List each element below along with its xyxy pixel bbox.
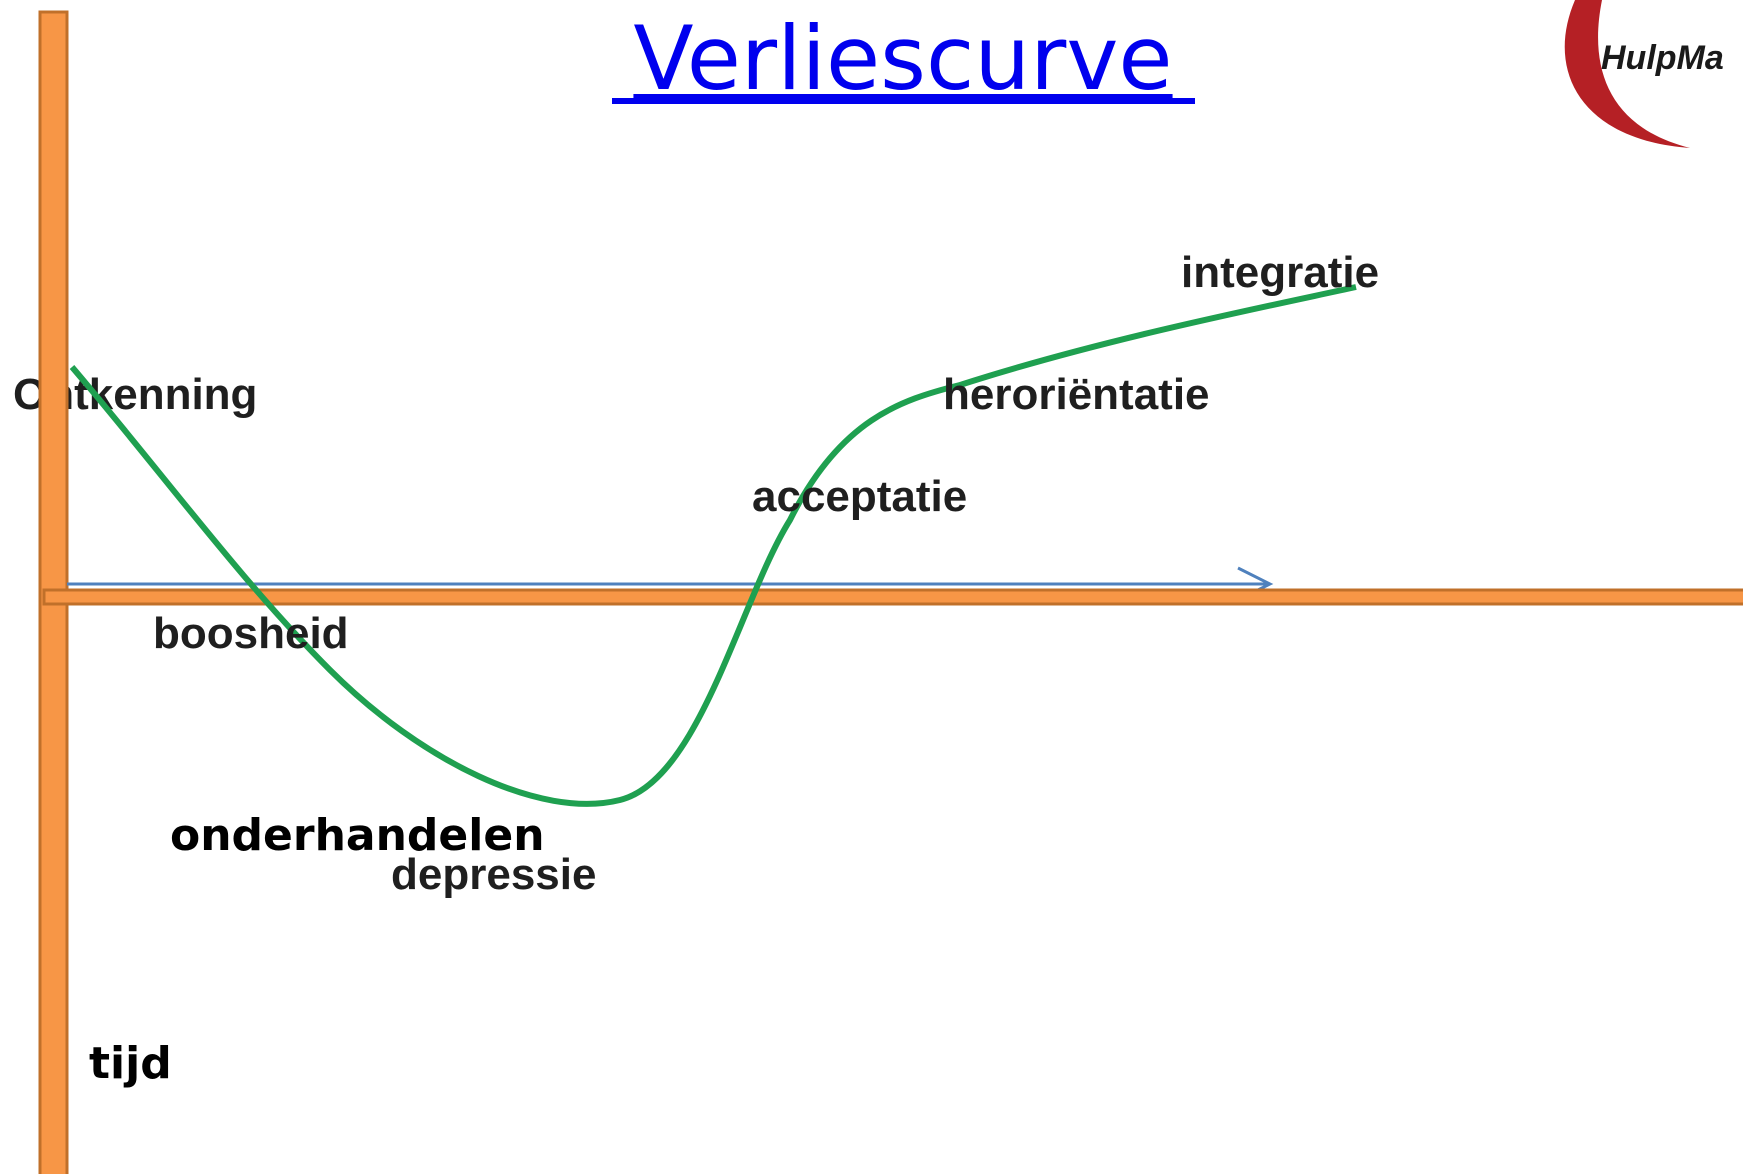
- stage-label: acceptatie: [752, 472, 967, 521]
- loss-curve: [69, 284, 1357, 807]
- stage-label: onderhandelen: [170, 810, 545, 861]
- title-underline: [612, 98, 1195, 104]
- logo-arc: [1564, 0, 1690, 148]
- stage-label: integratie: [1181, 248, 1379, 297]
- stage-label: boosheid: [153, 609, 349, 658]
- title: Verliescurve: [633, 7, 1172, 110]
- logo-text: HulpMa: [1601, 39, 1724, 77]
- stage-label: heroriëntatie: [943, 370, 1210, 419]
- stage-label: depressie: [391, 850, 596, 899]
- horizontal-bar: [42, 588, 1743, 606]
- axis-label: tijd: [89, 1038, 172, 1089]
